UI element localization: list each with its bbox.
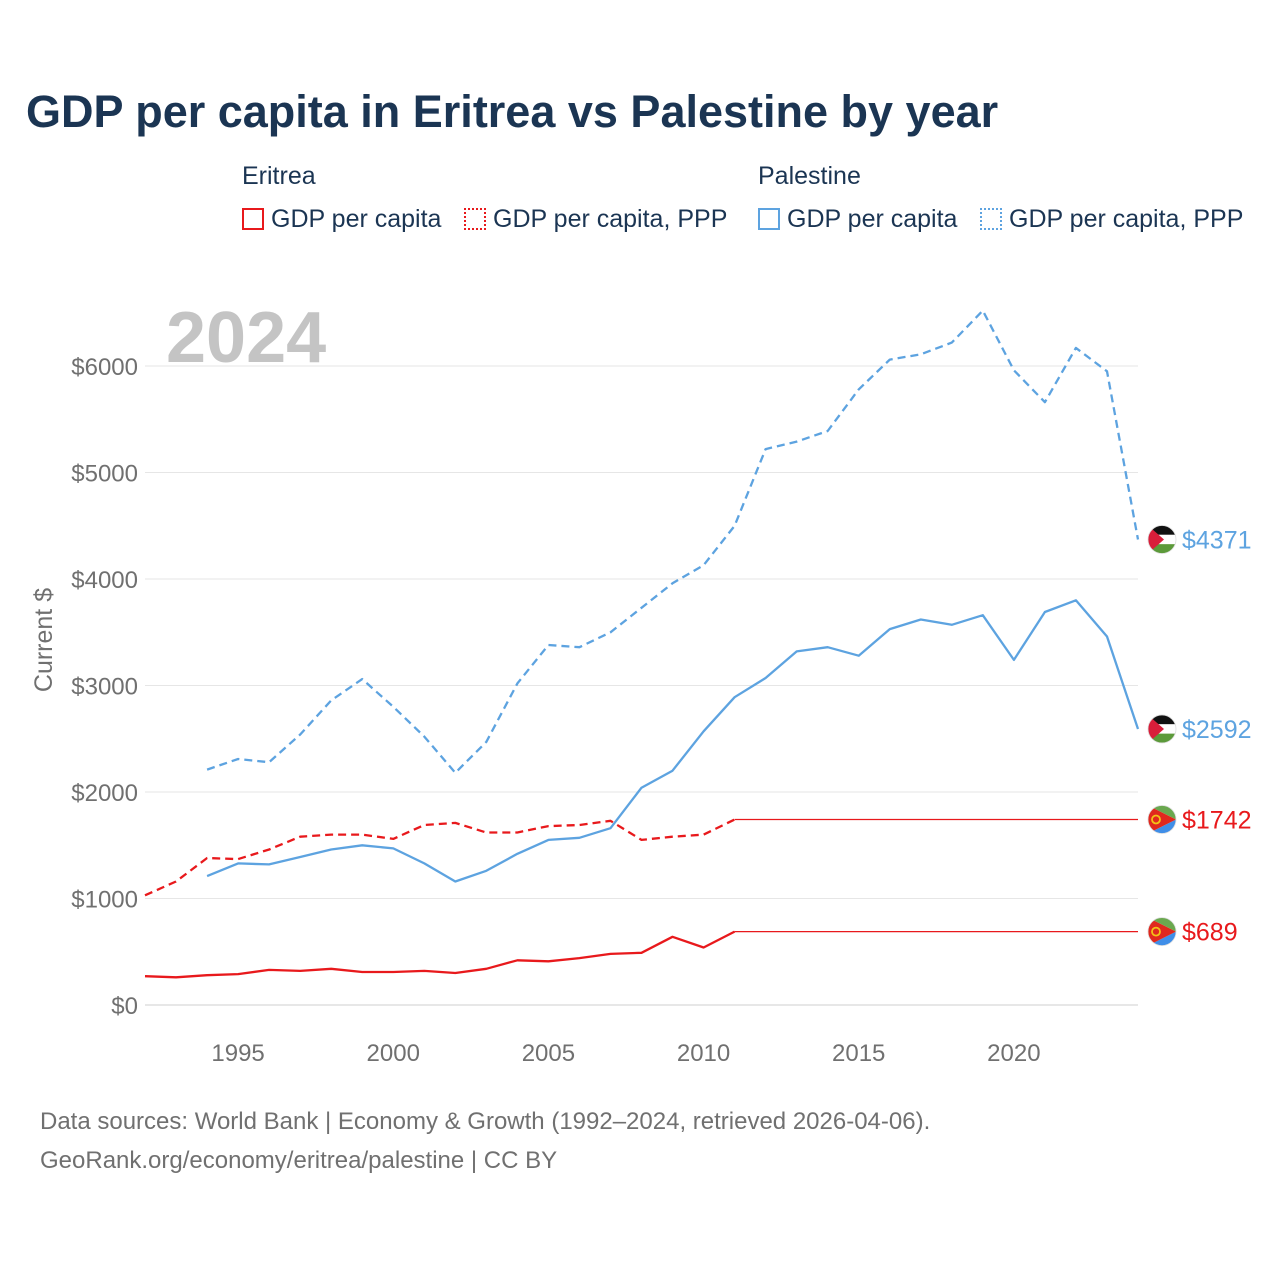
series-line bbox=[144, 930, 736, 979]
end-labels: $4371 $2592 $1742 $689 bbox=[1147, 525, 1252, 947]
y-tick-label: $4000 bbox=[71, 567, 138, 594]
y-tick-label: $6000 bbox=[71, 354, 138, 381]
flag-triangle-red bbox=[1148, 714, 1164, 743]
eritrea-flag-body bbox=[1148, 917, 1176, 946]
legend-group-eritrea: Eritrea bbox=[242, 162, 316, 190]
x-tick-label: 2015 bbox=[832, 1040, 885, 1067]
series-line bbox=[206, 309, 1140, 774]
end-value-label: $1742 bbox=[1182, 806, 1252, 834]
x-tick-label: 2020 bbox=[987, 1040, 1040, 1067]
axes: $0 $1000 $2000 $3000 $4000 $5000 $6000 1995 2000… bbox=[71, 354, 1040, 1067]
y-tick-label: $1000 bbox=[71, 887, 138, 914]
palestine-flag-body bbox=[1148, 525, 1176, 554]
x-tick-label: 1995 bbox=[211, 1040, 264, 1067]
flag-outline bbox=[1147, 525, 1177, 554]
palestine-flag-icon bbox=[1147, 525, 1177, 554]
grid-lines bbox=[145, 365, 1138, 1006]
source-line-2: GeoRank.org/economy/eritrea/palestine | … bbox=[40, 1147, 558, 1174]
legend-swatch-eritrea-solid bbox=[242, 208, 264, 230]
x-tick-label: 2000 bbox=[367, 1040, 420, 1067]
flag-triangle-red bbox=[1148, 917, 1176, 946]
y-tick-label: $2000 bbox=[71, 780, 138, 807]
flag-stripe-black bbox=[1148, 714, 1176, 725]
chart-plot: 2024 $0 $1000 $2000 $3000 $4000 $5000 $6000 199… bbox=[30, 298, 1252, 1067]
flag-stripe-green bbox=[1148, 733, 1176, 743]
legend-label: GDP per capita, PPP bbox=[493, 204, 728, 233]
legend-group-palestine: Palestine bbox=[758, 162, 861, 190]
flag-stripe-green bbox=[1148, 544, 1176, 554]
x-tick-label: 2005 bbox=[522, 1040, 575, 1067]
legend-item-palestine-ppp[interactable]: GDP per capita, PPP bbox=[980, 203, 1243, 235]
legend-swatch-palestine-solid bbox=[758, 208, 780, 230]
legend-swatch-palestine-dotted bbox=[980, 208, 1002, 230]
legend-swatch-eritrea-dotted bbox=[464, 208, 486, 230]
y-axis-label: Current $ bbox=[30, 588, 58, 692]
y-tick-label: $5000 bbox=[71, 461, 138, 488]
end-value-label: $4371 bbox=[1182, 526, 1252, 554]
legend-label: GDP per capita bbox=[787, 204, 958, 233]
source-line-1: Data sources: World Bank | Economy & Gro… bbox=[40, 1108, 931, 1135]
y-tick-label: $0 bbox=[111, 993, 138, 1020]
flag-emblem bbox=[1151, 814, 1161, 825]
eritrea-flag-icon bbox=[1147, 805, 1177, 834]
flag-triangle-red bbox=[1148, 525, 1164, 554]
flag-outline bbox=[1147, 917, 1177, 947]
y-tick-label: $3000 bbox=[71, 674, 138, 701]
flag-stripe-black bbox=[1148, 525, 1176, 535]
end-value-label: $689 bbox=[1182, 919, 1238, 947]
legend-label: GDP per capita, PPP bbox=[1009, 204, 1244, 233]
year-watermark: 2024 bbox=[166, 298, 326, 378]
series-line bbox=[206, 599, 1140, 883]
flag-outline bbox=[1147, 805, 1177, 834]
end-value-label: $2592 bbox=[1182, 716, 1252, 744]
legend-item-palestine-gdp[interactable]: GDP per capita bbox=[758, 203, 957, 235]
legend-label: GDP per capita bbox=[271, 204, 442, 233]
flag-outline bbox=[1147, 714, 1177, 744]
x-tick-label: 2010 bbox=[677, 1040, 730, 1067]
legend-item-eritrea-gdp[interactable]: GDP per capita bbox=[242, 203, 441, 235]
palestine-flag-icon bbox=[1147, 714, 1177, 744]
flag-triangle-red bbox=[1148, 805, 1176, 834]
legend-item-eritrea-ppp[interactable]: GDP per capita, PPP bbox=[464, 203, 727, 235]
eritrea-flag-body bbox=[1148, 805, 1176, 834]
series-line bbox=[144, 818, 736, 897]
eritrea-flag-icon bbox=[1147, 917, 1177, 947]
palestine-flag-body bbox=[1148, 714, 1176, 743]
flag-emblem bbox=[1151, 926, 1161, 937]
chart-title: GDP per capita in Eritrea vs Palestine b… bbox=[26, 86, 999, 137]
series-lines bbox=[144, 309, 1140, 979]
